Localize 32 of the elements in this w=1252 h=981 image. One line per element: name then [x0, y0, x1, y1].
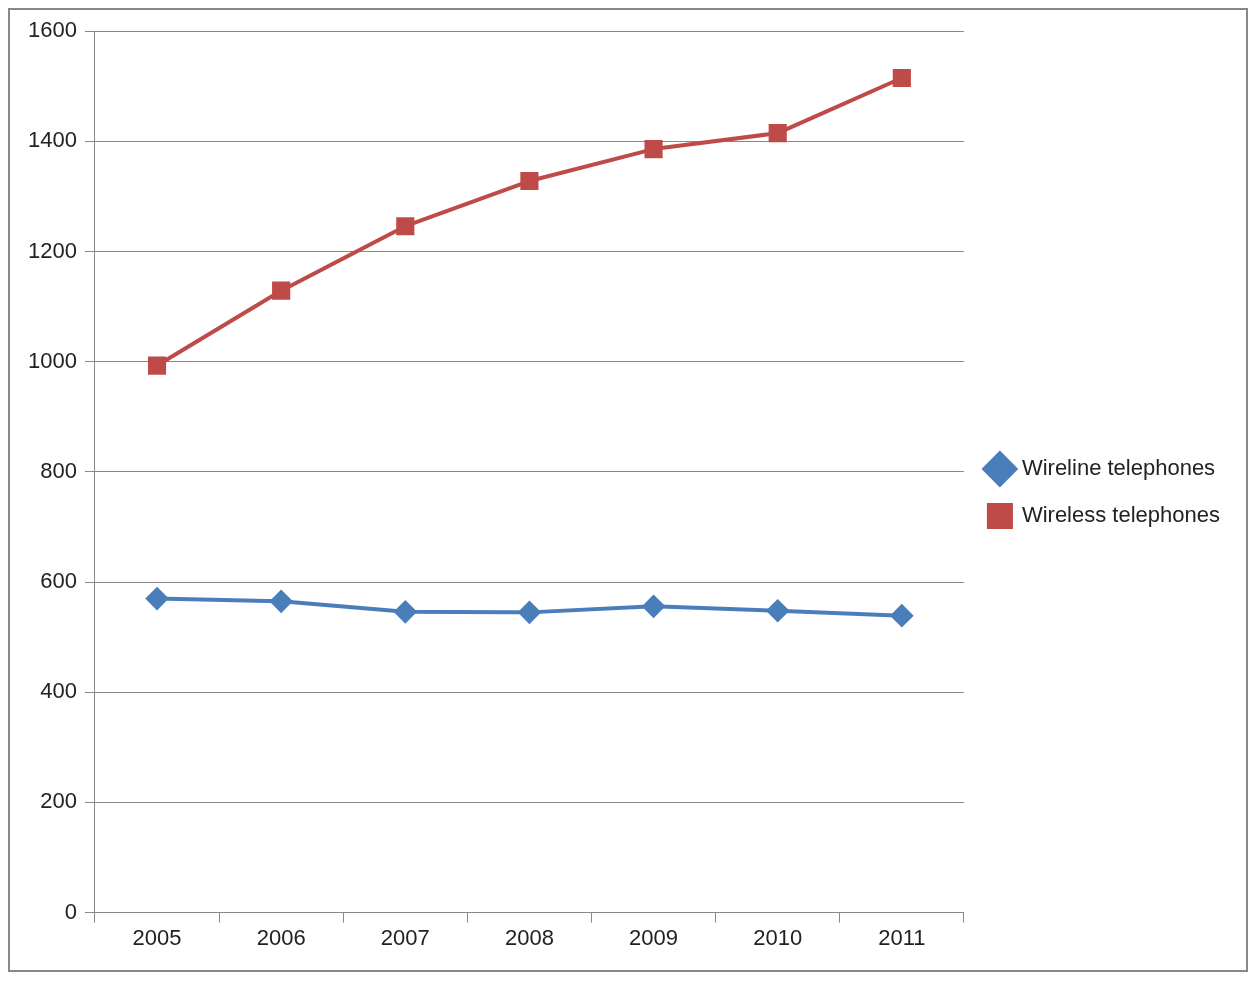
- point: [766, 599, 789, 622]
- y-tick-label: 1200: [27, 237, 77, 263]
- x-tick-label: 2010: [753, 924, 803, 950]
- point: [518, 601, 541, 624]
- point: [892, 68, 911, 88]
- x-tick-label: 2011: [878, 924, 926, 950]
- point: [642, 595, 665, 618]
- point: [768, 124, 787, 143]
- y-tick-label: 200: [40, 788, 77, 814]
- y-tick-label: 1600: [27, 17, 77, 43]
- y-tick-label: 0: [64, 898, 77, 924]
- point: [644, 140, 663, 159]
- point: [396, 217, 415, 236]
- point: [146, 587, 169, 610]
- point: [147, 356, 167, 375]
- x-tick-label: 2007: [380, 924, 430, 950]
- x-tick-label: 2006: [256, 924, 306, 950]
- x-tick-label: 2008: [504, 924, 554, 950]
- point: [270, 590, 293, 613]
- y-tick-label: 600: [40, 568, 77, 594]
- point: [394, 600, 417, 623]
- y-tick-label: 800: [40, 457, 77, 483]
- point: [520, 171, 539, 191]
- point: [272, 281, 291, 300]
- legend-label: Wireless telephones: [1021, 502, 1221, 528]
- point: [890, 604, 913, 627]
- y-tick-label: 1400: [27, 127, 77, 153]
- x-tick-label: 2005: [132, 924, 182, 950]
- legend-label: Wireline telephones: [1021, 455, 1216, 481]
- x-tick-label: 2009: [629, 924, 679, 950]
- y-tick-label: 400: [40, 678, 77, 704]
- y-tick-label: 1000: [27, 347, 77, 373]
